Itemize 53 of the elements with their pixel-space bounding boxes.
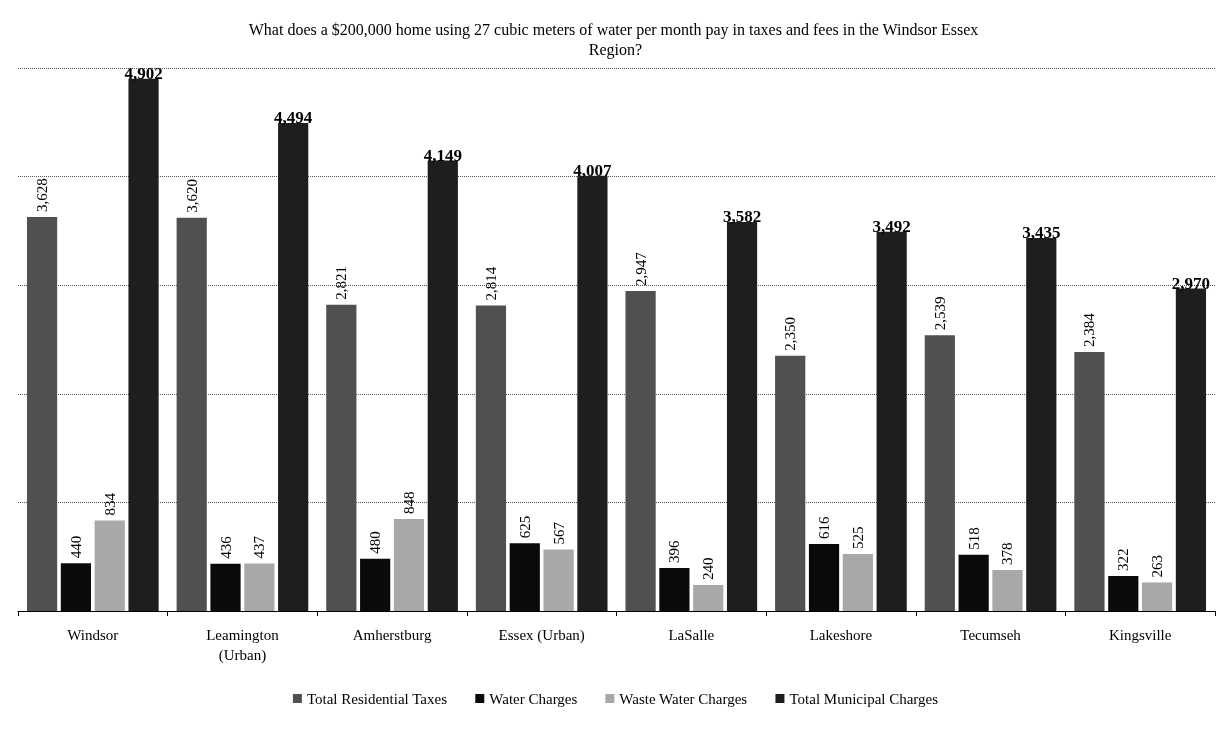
x-tick-label: Amherstburg — [352, 627, 432, 643]
chart-title: What does a $200,000 home using 27 cubic meters of water per month pay in taxes and fees in the Windsor Essex Region? — [248, 20, 983, 59]
data-label: 2,350 — [782, 317, 799, 351]
data-label: 3,435 — [1022, 223, 1061, 243]
bar — [393, 518, 425, 611]
data-label: 834 — [101, 492, 118, 516]
data-label: 3,492 — [872, 217, 911, 237]
data-label: 616 — [816, 516, 833, 540]
data-label: 2,814 — [482, 266, 499, 301]
data-label: 2,539 — [931, 296, 948, 331]
data-label: 3,628 — [34, 178, 51, 212]
x-tick-label: Windsor — [67, 627, 119, 643]
data-label: 848 — [400, 491, 417, 514]
data-label: 480 — [367, 531, 384, 554]
bar — [693, 584, 724, 611]
legend-label: Total Municipal Charges — [789, 690, 939, 707]
bar — [992, 569, 1023, 611]
data-label: 436 — [217, 535, 234, 559]
data-label: 437 — [251, 535, 268, 559]
bar — [543, 549, 574, 611]
x-tick-label: LaSalle — [668, 627, 715, 643]
bar — [94, 520, 125, 611]
data-label: 4,902 — [124, 64, 163, 84]
data-label: 4,149 — [423, 145, 462, 165]
data-label: 625 — [516, 515, 533, 539]
data-label: 525 — [849, 526, 866, 549]
data-label: 322 — [1115, 548, 1132, 572]
data-label: 2,970 — [1171, 273, 1211, 293]
data-label: 2,384 — [1081, 312, 1098, 348]
bar — [842, 553, 873, 611]
data-label: 567 — [550, 521, 567, 545]
bar — [244, 563, 275, 611]
data-label: 2,821 — [333, 265, 350, 300]
data-label: 3,582 — [722, 207, 762, 227]
bar — [1142, 582, 1173, 611]
data-label: 240 — [700, 557, 717, 580]
x-tick-label: Essex (Urban) — [498, 627, 585, 644]
legend-label: Water Charges — [489, 690, 578, 707]
data-label: 4,007 — [573, 161, 613, 181]
data-label: 2,947 — [632, 251, 649, 286]
x-tick-label: Tecumseh — [960, 627, 1022, 643]
legend-label: Waste Water Charges — [619, 690, 748, 707]
x-tick-label: Lakeshore — [809, 627, 873, 643]
data-label: 263 — [1149, 554, 1166, 578]
data-label: 396 — [666, 539, 683, 563]
legend-label: Total Residential Taxes — [306, 690, 448, 707]
x-tick-label: Leamington (Urban) — [206, 627, 280, 664]
data-label: 4,494 — [274, 108, 313, 128]
data-label: 440 — [67, 535, 84, 559]
data-label: 3,620 — [183, 179, 200, 213]
x-tick-label: Kingsville — [1108, 627, 1172, 643]
data-label: 518 — [965, 527, 982, 550]
data-label: 378 — [999, 542, 1016, 565]
